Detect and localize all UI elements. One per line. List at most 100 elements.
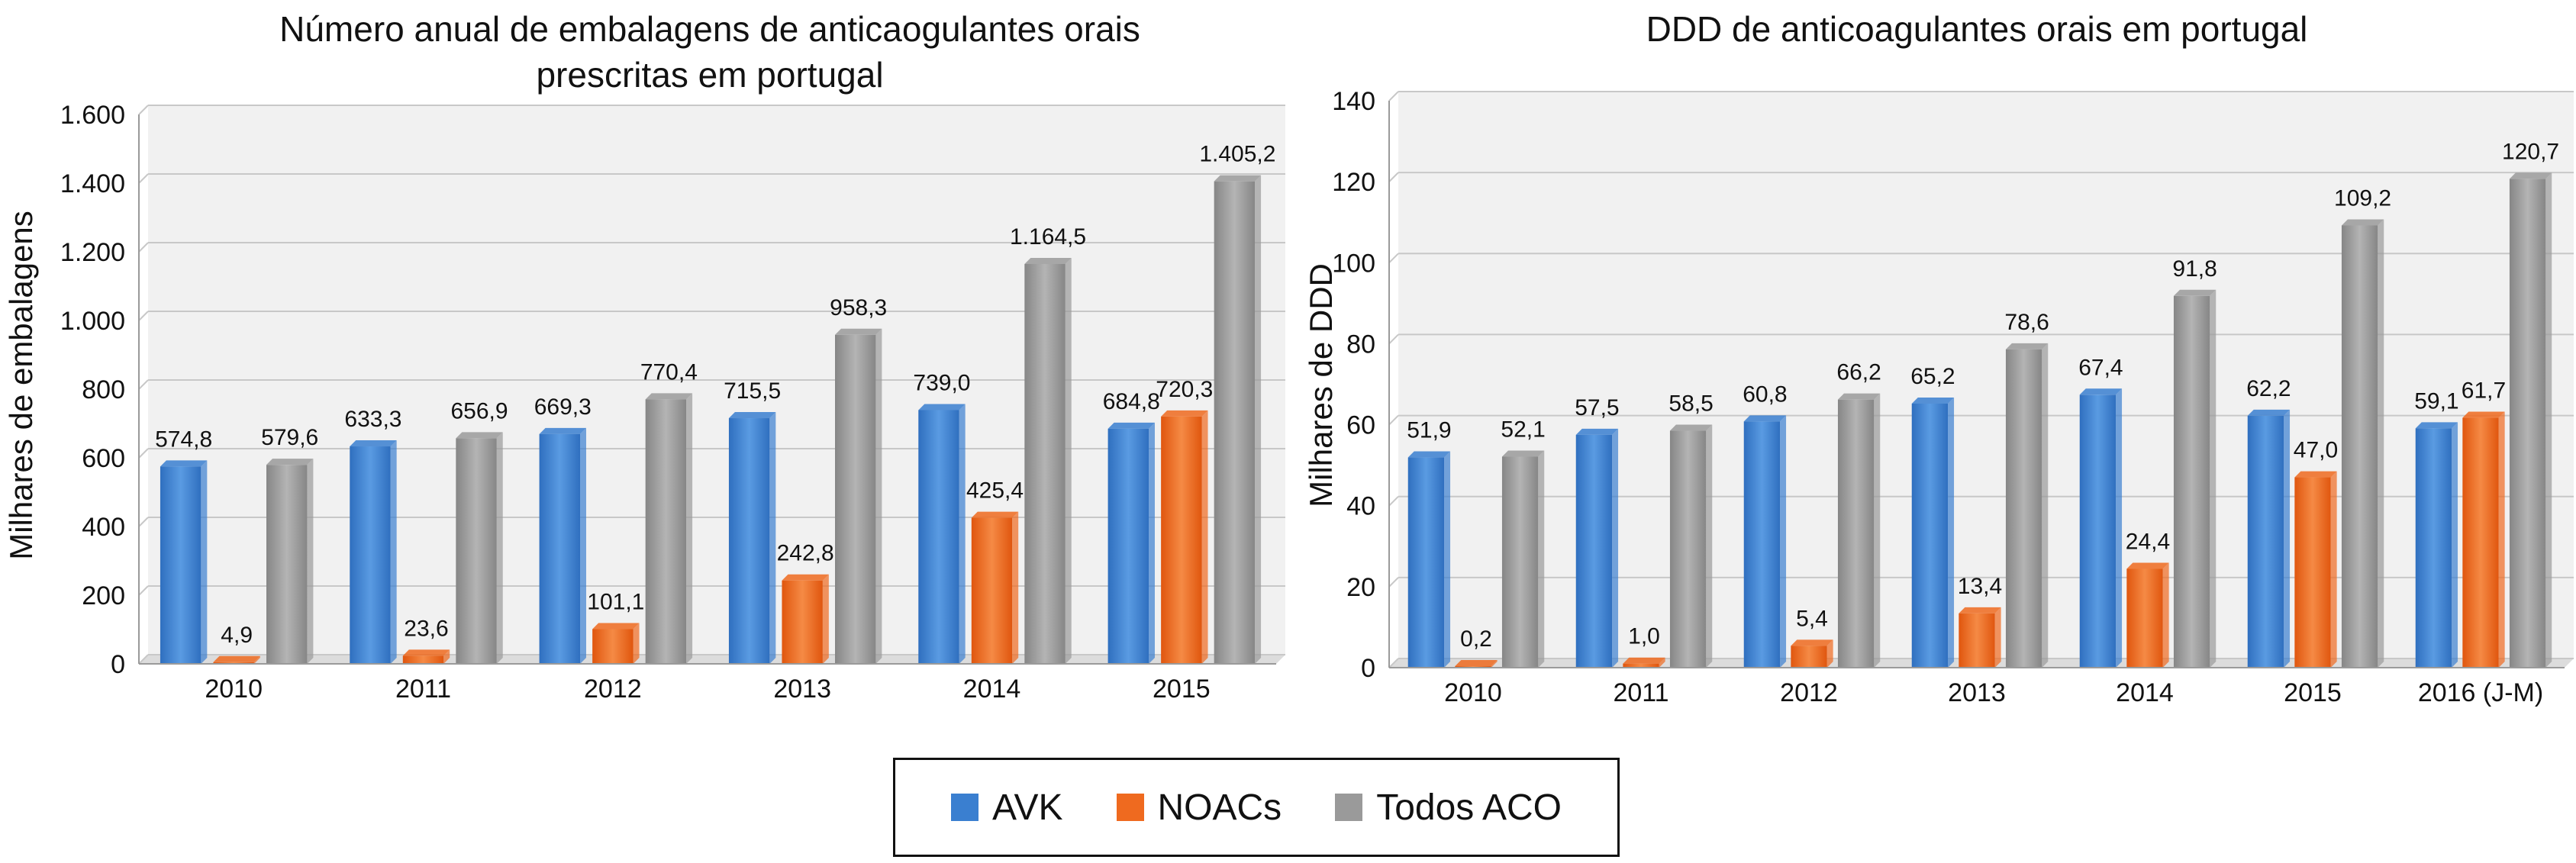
- chart-1-bar-top: [2079, 388, 2123, 395]
- chart-0-ytick-label: 400: [82, 513, 125, 542]
- chart-0-bar-side: [443, 649, 450, 664]
- chart-0-data-label: 684,8: [1103, 389, 1160, 414]
- chart-0-bar-side: [1065, 257, 1072, 665]
- chart-1-bar-noacs: [1623, 663, 1659, 668]
- chart-1-bar-noacs: [2294, 477, 2331, 668]
- chart-0-bar-top: [1024, 257, 1072, 264]
- chart-1-grid-diag: [1388, 253, 1399, 263]
- chart-0-bar-todos: [645, 399, 687, 664]
- chart-0-grid-diag: [138, 242, 149, 253]
- chart-0-data-label: 770,4: [640, 359, 698, 385]
- chart-1-bar-top: [2341, 219, 2384, 226]
- chart-1-bar-side: [1826, 639, 1833, 668]
- chart-0-xtick-label: 2010: [205, 675, 263, 704]
- chart-0-xtick-label: 2012: [584, 675, 642, 704]
- chart-1-bar-avk: [1911, 403, 1949, 668]
- chart-1-bar-side: [1444, 451, 1451, 668]
- chart-0-ylabel: Milhares de embalagens: [3, 211, 39, 560]
- chart-0-data-label: 425,4: [966, 478, 1024, 504]
- chart-1-grid-diag: [1388, 172, 1399, 182]
- chart-1-bar-noacs: [2462, 417, 2499, 668]
- chart-0-xtick-label: 2011: [395, 675, 451, 704]
- legend-swatch-noacs: [1116, 794, 1144, 821]
- chart-1-data-label: 59,1: [2414, 388, 2458, 414]
- chart-0-bar-top: [835, 328, 882, 335]
- chart-0-bar-side: [822, 574, 829, 664]
- chart-1-bar-side: [1780, 415, 1787, 668]
- chart-0-title: prescritas em portugal: [536, 55, 883, 95]
- chart-1-bar-top: [2173, 289, 2217, 296]
- chart-0-ytick-label: 800: [82, 375, 125, 404]
- chart-0-bar-side: [496, 432, 503, 664]
- chart-0-data-label: 656,9: [450, 398, 508, 423]
- chart-0-bar-todos: [1214, 181, 1256, 664]
- chart-1-bar-todos: [1669, 430, 1707, 668]
- chart-1-data-label: 78,6: [2004, 310, 2049, 335]
- chart-0-bar-todos: [835, 334, 876, 664]
- chart-1-bar-avk: [1575, 434, 1613, 668]
- chart-0-bar-avk: [539, 433, 580, 664]
- chart-0-title: Número anual de embalagens de anticaogul…: [279, 9, 1140, 49]
- chart-1-data-label: 51,9: [1407, 418, 1451, 443]
- chart-1-ytick-label: 0: [1361, 654, 1375, 683]
- chart-1-bar-top: [1743, 415, 1787, 422]
- chart-1-bar-side: [2042, 343, 2049, 668]
- chart-0-bar-side: [253, 655, 260, 664]
- chart-0-bar-top: [592, 623, 640, 630]
- chart-1-data-label: 5,4: [1796, 606, 1828, 631]
- chart-1-data-label: 52,1: [1501, 417, 1545, 442]
- chart-1-bar-avk: [1407, 457, 1445, 668]
- chart-1-bar-side: [2452, 422, 2458, 668]
- chart-0-bar-noacs: [592, 629, 634, 664]
- chart-1-data-label: 91,8: [2172, 256, 2217, 282]
- chart-1-bar-side: [2284, 409, 2291, 668]
- chart-0-bar-todos: [266, 465, 308, 664]
- legend-item-noacs: NOACs: [1116, 787, 1282, 829]
- chart-1-bar-top: [2005, 343, 2049, 349]
- chart-1-xtick-label: 2010: [1444, 678, 1502, 707]
- chart-0-bar-top: [1107, 422, 1155, 429]
- chart-1-bar-side: [2210, 289, 2217, 668]
- chart-1-bar-top: [1407, 451, 1451, 458]
- chart-1-bar-todos: [1837, 399, 1875, 668]
- chart-1-xtick-label: 2016 (J-M): [2418, 678, 2543, 707]
- chart-0-bar-avk: [918, 410, 959, 664]
- chart-0-bar-noacs: [1161, 416, 1202, 664]
- chart-0-bar-top: [728, 412, 776, 419]
- chart-1-ytick-label: 140: [1332, 87, 1375, 116]
- chart-0-bar-top: [213, 655, 260, 662]
- chart-0-bar-top: [645, 393, 693, 400]
- chart-1-data-label: 60,8: [1743, 382, 1787, 407]
- chart-0-data-label: 1.164,5: [1010, 224, 1086, 250]
- chart-0-ytick-label: 1.600: [60, 101, 125, 130]
- chart-0-bar-side: [959, 404, 966, 664]
- chart-1-data-label: 62,2: [2246, 376, 2291, 401]
- chart-1-bar-todos: [1501, 456, 1539, 668]
- chart-0-ytick-label: 1.000: [60, 307, 125, 336]
- chart-1-bar-side: [2162, 562, 2169, 668]
- chart-0-data-label: 574,8: [155, 427, 212, 452]
- chart-0-bar-todos: [1024, 263, 1066, 665]
- chart-1-bar-top: [1501, 450, 1545, 457]
- chart-1-bar-side: [1948, 397, 1955, 668]
- chart-1-bar-top: [2294, 471, 2337, 478]
- chart-1-grid-diag: [1388, 333, 1399, 345]
- chart-1-bar-avk: [2247, 415, 2284, 668]
- chart-1-data-label: 0,2: [1460, 626, 1492, 652]
- chart-0-grid-diag: [138, 105, 149, 115]
- chart-0-grid-diag: [138, 379, 149, 390]
- chart-1-bar-top: [2509, 172, 2552, 179]
- chart-1-bar-side: [2378, 219, 2384, 668]
- chart-1-data-label: 47,0: [2294, 438, 2338, 463]
- chart-1-bar-side: [2498, 411, 2505, 668]
- chart-1-data-label: 24,4: [2126, 530, 2170, 555]
- chart-1-bar-top: [1791, 639, 1833, 646]
- chart-0-grid-diag: [138, 311, 149, 321]
- chart-1-bar-top: [1669, 424, 1713, 431]
- chart-0-bar-todos: [456, 438, 497, 664]
- chart-0-grid-diag: [138, 448, 149, 459]
- legend-label-noacs: NOACs: [1157, 787, 1282, 828]
- chart-0-bar-side: [201, 460, 208, 664]
- chart-1-data-label: 120,7: [2502, 139, 2559, 164]
- chart-0-bar-side: [390, 440, 397, 664]
